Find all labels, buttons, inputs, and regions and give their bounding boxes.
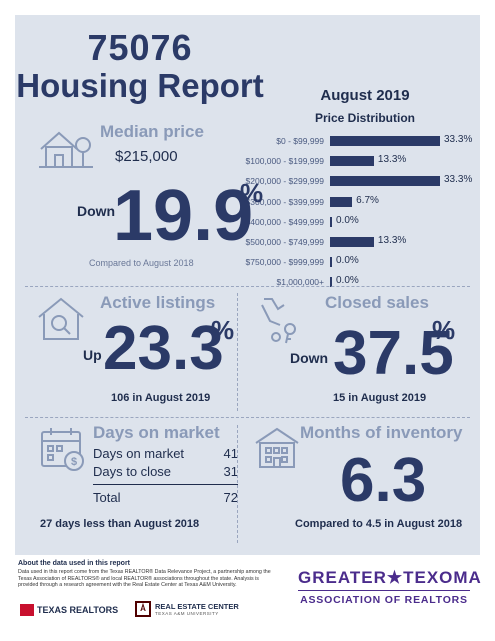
real-estate-center-logo: Å REAL ESTATE CENTER TEXAS A&M UNIVERSIT… — [135, 601, 239, 617]
texas-realtors-mark-icon — [20, 604, 34, 616]
total-divider — [93, 484, 238, 485]
closed-sales-change: 37.5 — [333, 319, 454, 388]
price-bar-value: 6.7% — [356, 194, 379, 206]
price-bar-value: 0.0% — [336, 275, 359, 287]
price-distribution-row: $200,000 - $299,999 33.3% — [240, 173, 475, 189]
closed-sales-title: Closed sales — [325, 293, 429, 312]
price-bar-value: 33.3% — [444, 174, 473, 186]
price-distribution-row: $750,000 - $999,999 0.0% — [240, 254, 475, 270]
closed-sales-pct-sign: % — [432, 315, 456, 345]
price-bar — [330, 156, 374, 167]
divider — [25, 286, 470, 287]
price-bar — [330, 257, 332, 268]
report-month: August 2019 — [320, 87, 410, 104]
dom-total-label: Total — [93, 490, 121, 505]
report-panel: 75076 Housing Report August 2019 Price D… — [15, 15, 480, 555]
house-icon — [39, 131, 93, 168]
divider — [237, 293, 238, 411]
svg-text:$: $ — [71, 456, 77, 468]
price-bar — [330, 216, 332, 227]
price-range-label: $100,000 - $199,999 — [245, 156, 324, 167]
active-listings-note: 106 in August 2019 — [111, 392, 211, 404]
median-price-value: $215,000 — [115, 148, 178, 165]
price-bar-value: 0.0% — [336, 255, 359, 267]
closed-sales-note: 15 in August 2019 — [333, 392, 427, 404]
days-on-market-title: Days on market — [93, 423, 220, 442]
dom-row: Days to close 31 — [93, 464, 238, 479]
price-range-label: $1,000,000+ — [276, 277, 324, 288]
greater-texoma-logo: GREATER★TEXOMA — [298, 568, 482, 587]
calendar-dollar-icon: $ — [41, 428, 84, 471]
median-price-note: Compared to August 2018 — [89, 258, 194, 268]
texas-realtors-logo: TEXAS REALTORS — [20, 604, 118, 616]
key-hand-icon — [261, 298, 296, 344]
page-title: Housing Report — [16, 67, 264, 104]
months-inventory-title: Months of inventory — [300, 423, 463, 442]
price-distribution-row: $500,000 - $749,999 13.3% — [240, 234, 475, 250]
price-bar-value: 13.3% — [377, 235, 407, 246]
divider — [25, 417, 470, 418]
price-range-label: $0 - $99,999 — [276, 136, 324, 146]
price-bar — [330, 277, 332, 288]
median-price-pct-sign: % — [240, 178, 264, 208]
price-bar — [330, 176, 440, 187]
price-bar-value: 33.3% — [444, 134, 473, 145]
price-bar — [330, 237, 374, 247]
logo-rule — [298, 590, 470, 591]
price-range-label: $300,000 - $399,999 — [245, 196, 324, 207]
median-price-change: 19.9 — [113, 176, 254, 256]
closed-sales-direction: Down — [290, 350, 329, 366]
price-distribution-row: $400,000 - $499,999 0.0% — [240, 214, 475, 230]
price-range-label: $500,000 - $749,999 — [245, 237, 324, 247]
active-listings-title: Active listings — [100, 293, 216, 312]
active-listings-change: 23.3 — [103, 314, 224, 383]
divider — [237, 425, 238, 543]
dom-row-value: 41 — [223, 446, 238, 461]
active-listings-pct-sign: % — [211, 315, 235, 345]
price-bar-value: 13.3% — [377, 154, 407, 166]
price-distribution-title: Price Distribution — [314, 111, 415, 125]
price-distribution-row: $0 - $99,999 33.3% — [240, 133, 475, 149]
price-range-label: $400,000 - $499,999 — [245, 216, 324, 227]
months-inventory-value: 6.3 — [340, 446, 427, 515]
texas-realtors-logo-text: TEXAS REALTORS — [37, 605, 119, 615]
dom-row-label: Days on market — [93, 446, 185, 461]
real-estate-center-text: REAL ESTATE CENTER — [155, 602, 239, 611]
dom-row-label: Days to close — [93, 464, 172, 479]
dom-row-value: 31 — [223, 464, 238, 479]
price-bar — [330, 136, 440, 146]
house-search-icon — [38, 297, 84, 340]
building-icon — [255, 427, 299, 468]
tamu-mark-icon: Å — [135, 601, 151, 617]
association-name: ASSOCIATION OF REALTORS — [300, 594, 468, 606]
months-inventory-note: Compared to 4.5 in August 2018 — [295, 518, 463, 530]
price-range-label: $750,000 - $999,999 — [245, 257, 324, 268]
price-range-label: $200,000 - $299,999 — [245, 176, 324, 187]
price-bar-value: 0.0% — [336, 214, 359, 226]
footer-heading: About the data used in this report — [18, 560, 131, 567]
dom-row: Days on market 41 — [93, 446, 238, 461]
footer-text: Data used in this report come from the T… — [18, 569, 271, 588]
median-price-direction: Down — [77, 203, 116, 219]
price-distribution-row: $100,000 - $199,999 13.3% — [240, 153, 475, 169]
zip-code: 75076 — [87, 27, 193, 68]
dom-total-row: Total 72 — [93, 490, 238, 505]
price-bar — [330, 196, 353, 207]
real-estate-center-sub: TEXAS A&M UNIVERSITY — [155, 611, 219, 616]
median-price-title: Median price — [100, 122, 204, 141]
price-distribution-row: $300,000 - $399,999 6.7% — [240, 194, 475, 210]
days-on-market-note: 27 days less than August 2018 — [40, 518, 200, 530]
active-listings-direction: Up — [83, 347, 102, 363]
dom-total-value: 72 — [223, 490, 238, 505]
price-distribution-row: $1,000,000+ 0.0% — [240, 274, 475, 290]
